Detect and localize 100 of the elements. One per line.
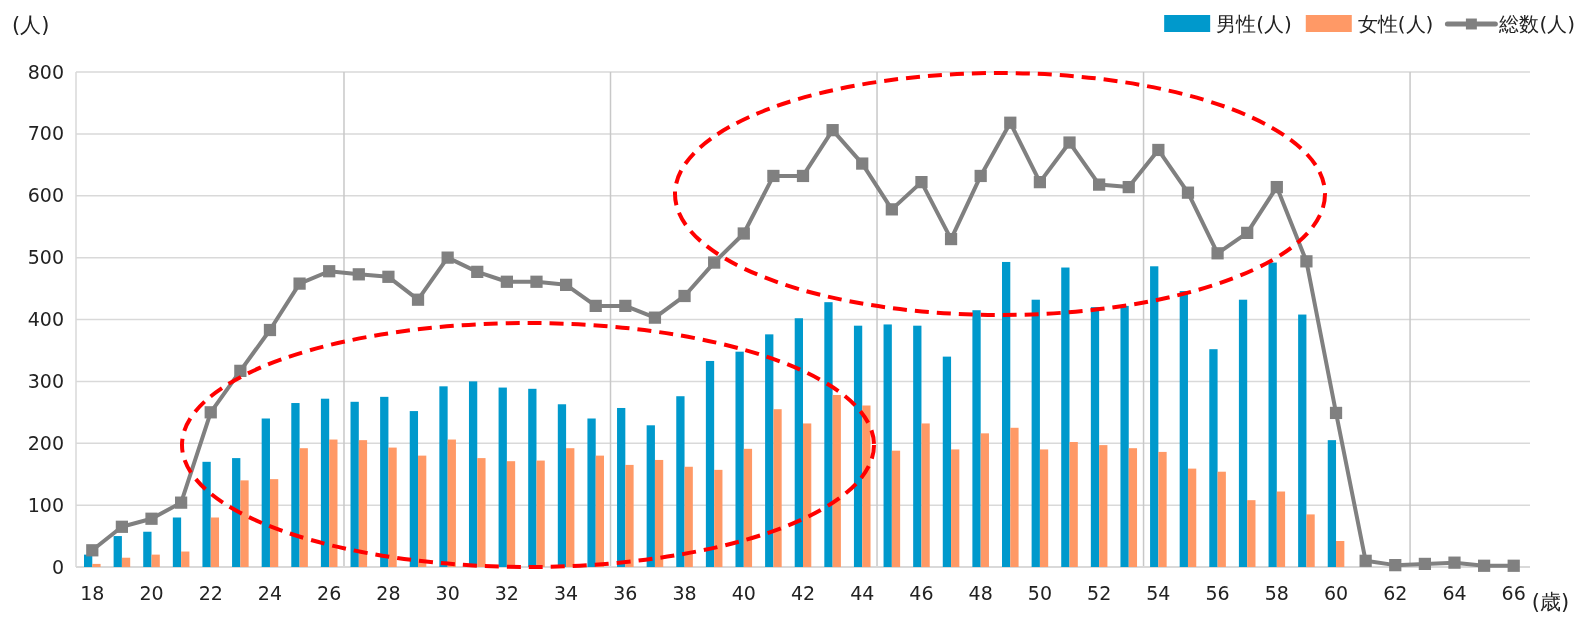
point <box>1152 143 1165 157</box>
bar <box>676 396 685 567</box>
y-tick-label: 0 <box>51 555 64 578</box>
x-tick-label: 48 <box>968 582 993 605</box>
bar <box>172 517 182 567</box>
bar <box>477 458 486 567</box>
point <box>1507 559 1520 572</box>
point <box>1004 116 1017 129</box>
bar <box>329 439 338 567</box>
point <box>826 124 839 137</box>
bar <box>181 551 190 567</box>
x-tick-label: 22 <box>198 582 223 605</box>
x-tick-label: 18 <box>80 582 105 605</box>
bar <box>773 409 782 567</box>
bar <box>803 423 812 567</box>
bar <box>418 455 427 567</box>
bar <box>498 387 507 567</box>
point <box>767 169 780 183</box>
point <box>352 268 365 281</box>
point <box>441 251 454 264</box>
point <box>1359 554 1372 567</box>
point <box>974 169 987 183</box>
point <box>737 227 750 240</box>
point <box>1477 559 1491 572</box>
bar <box>439 386 448 567</box>
y-tick-label: 300 <box>27 369 64 392</box>
point <box>559 278 573 291</box>
bar <box>654 459 664 567</box>
point <box>234 364 247 377</box>
bar <box>121 557 131 567</box>
bar <box>1158 451 1167 567</box>
point <box>1300 255 1313 268</box>
bar <box>735 351 744 567</box>
point <box>1241 226 1254 239</box>
bar <box>942 356 952 567</box>
bar <box>1150 266 1159 567</box>
x-tick-label: 24 <box>257 582 283 605</box>
point <box>204 406 217 419</box>
y-tick-label: 500 <box>27 246 64 269</box>
bar <box>1298 314 1307 567</box>
x-tick-label: 50 <box>1027 582 1052 605</box>
x-tick-label: 36 <box>613 582 638 605</box>
point <box>915 176 928 189</box>
x-tick-label: 56 <box>1205 582 1230 605</box>
bar <box>862 405 871 567</box>
bar <box>358 440 368 567</box>
x-tick-label: 38 <box>672 582 697 605</box>
x-tick-label: 66 <box>1501 582 1526 605</box>
y-tick-label: 600 <box>27 184 64 207</box>
point <box>293 277 306 290</box>
bar <box>1336 541 1345 567</box>
point <box>1033 176 1047 189</box>
point <box>1389 559 1402 572</box>
bar <box>350 401 359 567</box>
point <box>411 293 425 306</box>
bar <box>595 455 604 567</box>
bar <box>714 469 723 567</box>
legend-label: 女性(人) <box>1357 12 1434 36</box>
x-tick-label: 64 <box>1442 582 1467 605</box>
point <box>86 544 99 557</box>
bar <box>269 479 279 567</box>
bar <box>921 423 930 567</box>
point <box>175 496 188 509</box>
bar <box>832 394 841 567</box>
point <box>1329 406 1343 420</box>
bar <box>951 449 960 567</box>
y-tick-label: 100 <box>27 493 64 516</box>
bar <box>1217 471 1226 567</box>
x-axis-title: (歳) <box>1531 590 1570 614</box>
bar <box>447 439 456 567</box>
bar <box>388 447 397 567</box>
bar <box>617 407 626 567</box>
point <box>589 299 602 313</box>
bar <box>980 433 989 567</box>
bar <box>1128 448 1138 567</box>
point <box>619 299 632 313</box>
bar <box>1069 442 1078 567</box>
bar <box>1268 262 1277 567</box>
x-tick-label: 32 <box>494 582 519 605</box>
point <box>1418 557 1431 571</box>
bar <box>1209 349 1218 567</box>
point <box>500 275 513 288</box>
point <box>323 265 336 278</box>
bar <box>113 536 122 567</box>
bar <box>587 418 596 567</box>
bar <box>320 398 330 567</box>
point <box>678 289 691 303</box>
bar <box>528 388 537 567</box>
bar <box>1187 468 1197 567</box>
point <box>944 232 958 246</box>
bar <box>794 318 803 567</box>
bar <box>210 517 220 567</box>
bar <box>261 418 270 567</box>
bar <box>1238 299 1248 567</box>
point <box>856 157 869 170</box>
bar <box>1099 445 1108 567</box>
bar <box>536 460 545 567</box>
y-tick-label: 400 <box>27 308 64 331</box>
x-tick-label: 28 <box>376 582 401 605</box>
y-axis-title: (人) <box>12 13 50 37</box>
